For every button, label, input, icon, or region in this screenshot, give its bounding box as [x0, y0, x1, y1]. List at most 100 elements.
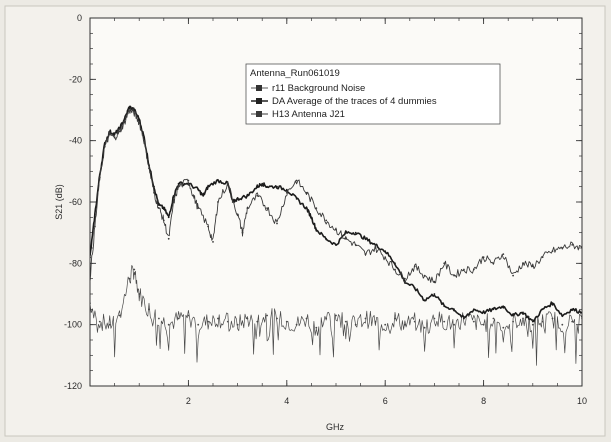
series-dummies-average-point	[276, 185, 278, 188]
series-background-noise-point	[453, 323, 455, 326]
series-antenna-j21-point	[433, 280, 436, 283]
series-antenna-j21-point	[276, 222, 278, 225]
series-antenna-j21-point	[404, 277, 406, 280]
series-antenna-j21-point	[162, 219, 165, 222]
legend-marker-background-noise	[256, 85, 262, 91]
series-background-noise-point	[561, 323, 564, 326]
series-antenna-j21-point	[522, 262, 524, 265]
series-antenna-j21-point	[413, 265, 416, 268]
series-antenna-j21-point	[108, 133, 111, 136]
series-antenna-j21-point	[561, 247, 564, 249]
series-dummies-average-point	[581, 311, 582, 314]
series-dummies-average-point	[202, 195, 205, 197]
series-antenna-j21-point	[172, 201, 175, 203]
series-antenna-j21-point	[118, 130, 121, 133]
x-tick-label: 4	[284, 396, 289, 406]
series-dummies-average-point	[261, 182, 264, 185]
series-antenna-j21-point	[138, 121, 141, 124]
series-dummies-average-point	[443, 305, 446, 308]
series-dummies-average-point	[315, 228, 318, 231]
series-antenna-j21-point	[541, 256, 544, 259]
series-dummies-average-point	[236, 198, 239, 200]
series-background-noise-point	[541, 320, 544, 323]
series-background-noise-point	[551, 317, 554, 320]
series-dummies-average-point	[394, 262, 396, 265]
series-dummies-average-point	[384, 250, 387, 253]
series-background-noise-point	[315, 326, 318, 329]
series-dummies-average-point	[354, 231, 357, 234]
series-antenna-j21-point	[94, 225, 96, 228]
series-antenna-j21-point	[128, 109, 131, 111]
series-dummies-average-point	[217, 179, 219, 182]
series-antenna-j21-point	[315, 207, 318, 210]
series-background-noise-point	[256, 320, 259, 323]
series-antenna-j21-point	[113, 136, 116, 139]
series-background-noise-point	[226, 320, 229, 323]
series-dummies-average-point	[123, 118, 126, 121]
axis-ticks: 2 4 6 8 10 0 -20 -40 -60 -80 -100 -120	[64, 13, 587, 406]
legend-entry-background-noise: r11 Background Noise	[272, 83, 365, 94]
series-dummies-average-point	[246, 195, 249, 197]
series-dummies-average-point	[305, 207, 308, 210]
series-background-noise-point	[187, 314, 190, 317]
series-antenna-j21-point	[177, 185, 180, 188]
series-background-noise-point	[285, 320, 288, 323]
series-background-noise-point	[384, 323, 387, 326]
series-layer	[90, 105, 582, 366]
series-antenna-j21-point	[153, 191, 155, 194]
series-dummies-average-point	[522, 311, 524, 314]
series-dummies-average-point	[128, 106, 131, 108]
series-background-noise-point	[167, 323, 170, 326]
series-antenna-j21-point	[148, 167, 150, 170]
series-antenna-j21-point	[256, 195, 259, 197]
legend-marker-antenna-j21	[256, 111, 262, 117]
series-background-noise-point	[512, 320, 514, 323]
series-antenna-j21-point	[335, 228, 337, 231]
series-antenna-j21-point	[512, 274, 514, 277]
series-background-noise-point	[98, 320, 101, 323]
series-background-noise-point	[217, 317, 219, 320]
series-antenna-j21-point	[492, 262, 495, 265]
x-tick-label: 8	[481, 396, 486, 406]
series-background-noise-point	[374, 320, 377, 323]
series-antenna-j21-point	[236, 213, 239, 216]
series-dummies-average-point	[310, 216, 313, 219]
series-dummies-average-point	[502, 305, 505, 308]
y-tick-label: -120	[64, 381, 82, 391]
series-antenna-j21-point	[384, 256, 387, 259]
series-background-noise-point	[443, 320, 446, 323]
series-antenna-j21-point	[217, 201, 219, 203]
series-background-noise-point	[492, 317, 495, 320]
series-dummies-average-point	[266, 185, 268, 188]
series-dummies-average-point	[138, 118, 141, 121]
series-dummies-average-point	[197, 188, 200, 191]
series-background-noise-point	[325, 317, 328, 320]
series-antenna-j21-point	[482, 256, 485, 259]
series-antenna-j21-point	[103, 145, 106, 148]
series-antenna-j21-point	[394, 268, 396, 271]
y-tick-label: -40	[69, 136, 82, 146]
series-background-noise-point	[413, 320, 416, 323]
series-dummies-average-point	[551, 302, 554, 305]
series-background-noise	[90, 265, 582, 366]
legend-entry-antenna-j21: H13 Antenna J21	[272, 109, 345, 120]
series-antenna-j21-point	[285, 191, 288, 194]
series-antenna-j21-point	[207, 225, 210, 228]
series-background-noise-point	[531, 323, 534, 326]
series-background-noise-point	[266, 314, 268, 317]
series-background-noise-point	[344, 320, 347, 323]
series-background-noise-point	[571, 320, 574, 323]
series-antenna-j21-point	[531, 265, 534, 268]
x-tick-label: 2	[186, 396, 191, 406]
series-dummies-average-point	[143, 136, 146, 139]
series-dummies-average-point	[561, 314, 564, 317]
series-background-noise-point	[246, 317, 249, 320]
series-antenna-j21-point	[167, 237, 170, 240]
series-dummies-average-point	[453, 308, 455, 311]
series-background-noise-point	[581, 317, 582, 320]
series-background-noise-point	[364, 317, 367, 320]
series-dummies-average-point	[531, 320, 534, 323]
series-antenna-j21-point	[571, 244, 574, 246]
series-antenna-j21-point	[472, 268, 475, 271]
